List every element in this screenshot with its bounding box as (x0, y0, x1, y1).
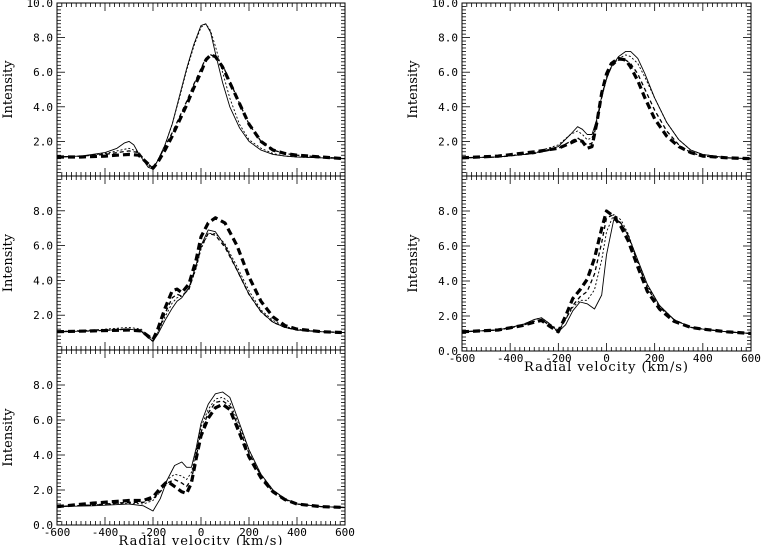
series-line-dotted (56, 396, 346, 508)
panel-right-middle: 0.0 2.0 4.0 6.0 8.0 -600 -400 -200 0 200 400 600 Int… (406, 175, 761, 375)
x-tick-label: -600 (449, 352, 476, 365)
series-line-solid (461, 219, 752, 334)
x-tick-label: 0 (603, 352, 610, 365)
y-tick-label: 0.0 (33, 519, 53, 532)
series-line-bold-dashed (461, 56, 752, 161)
series-line-solid (461, 50, 752, 160)
panel-left-middle: 2.0 4.0 6.0 8.0 Intensity (1, 175, 346, 351)
x-tick-label: 400 (287, 526, 307, 539)
y-tick-label: 2.0 (33, 484, 53, 497)
x-tick-label: 200 (239, 526, 259, 539)
x-tick-label: -400 (497, 352, 524, 365)
y-tick-label: 4.0 (438, 101, 458, 114)
y-axis-title: Intensity (1, 60, 16, 119)
y-tick-label: 2.0 (438, 310, 458, 323)
y-axis-title: Intensity (1, 408, 16, 467)
series-line-solid (56, 23, 346, 170)
y-tick-label: 6.0 (438, 66, 458, 79)
y-tick-label: 4.0 (438, 275, 458, 288)
y-tick-label: 8.0 (438, 205, 458, 218)
x-tick-label: -200 (545, 352, 572, 365)
series-line-bold-dashed (461, 209, 752, 336)
y-tick-label: 4.0 (33, 449, 53, 462)
plot-frame (461, 175, 752, 352)
x-axis-title: Radial velocity (km/s) (524, 360, 689, 375)
y-tick-label: 0.0 (438, 345, 458, 358)
y-tick-label: 8.0 (438, 32, 458, 45)
series-line-bold-dashed (57, 53, 346, 170)
plot-frame (56, 2, 346, 177)
x-tick-label: 200 (645, 352, 665, 365)
y-axis-title: Intensity (406, 234, 421, 293)
y-tick-label: 2.0 (33, 135, 53, 148)
series-line-dotted (461, 54, 752, 160)
plot-frame (56, 175, 346, 351)
x-tick-label: -400 (92, 526, 119, 539)
series-line-dashed (56, 400, 346, 509)
x-tick-label: 400 (693, 352, 713, 365)
y-tick-label: 4.0 (33, 101, 53, 114)
y-tick-label: 8.0 (33, 379, 53, 392)
x-tick-label: 600 (741, 352, 761, 365)
x-tick-label: -600 (44, 526, 71, 539)
panel-left-bottom: 0.0 2.0 4.0 6.0 8.0 -600 -400 -200 0 200 400 600 Int… (1, 349, 355, 545)
y-tick-label: 6.0 (33, 240, 53, 253)
y-tick-label: 10.0 (27, 0, 54, 10)
series-line-dotted (56, 23, 346, 170)
series-line-dotted (461, 214, 752, 334)
plot-frame (461, 2, 752, 177)
series-line-solid (56, 391, 346, 512)
panel-left-top: 2.0 4.0 6.0 8.0 10.0 Intensity (1, 0, 346, 177)
y-tick-label: 6.0 (33, 414, 53, 427)
x-tick-label: -200 (140, 526, 167, 539)
x-axis-title: Radial velocity (km/s) (119, 534, 284, 545)
y-tick-label: 2.0 (438, 135, 458, 148)
x-tick-label: 0 (198, 526, 205, 539)
series-line-bold-dashed (56, 216, 346, 342)
y-axis-title: Intensity (406, 60, 421, 119)
panel-right-top: 2.0 4.0 6.0 8.0 10.0 Intensity (406, 0, 752, 177)
y-tick-label: 6.0 (438, 240, 458, 253)
series-line-dashed (56, 232, 346, 342)
y-tick-label: 6.0 (33, 66, 53, 79)
y-tick-label: 8.0 (33, 205, 53, 218)
y-tick-label: 2.0 (33, 309, 53, 322)
y-axis-title: Intensity (1, 233, 16, 292)
y-tick-label: 8.0 (33, 32, 53, 45)
x-tick-label: 600 (335, 526, 355, 539)
y-tick-label: 4.0 (33, 274, 53, 287)
y-tick-label: 10.0 (432, 0, 459, 10)
series-line-bold-dashed (56, 402, 346, 510)
